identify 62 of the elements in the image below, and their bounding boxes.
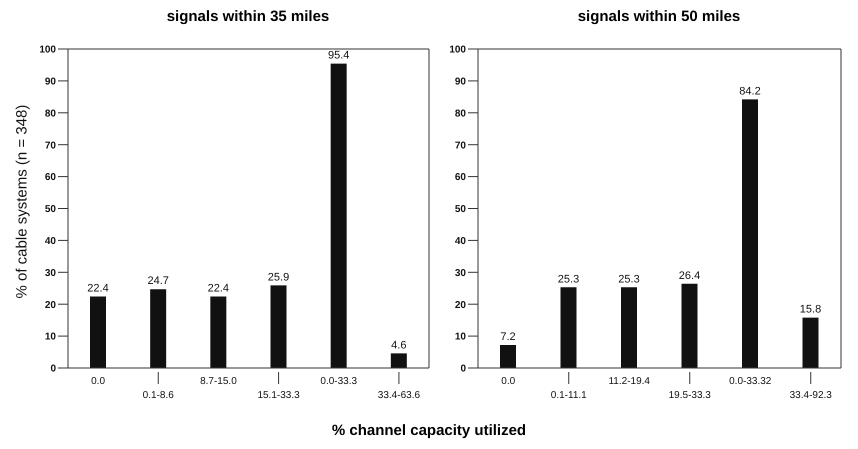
data-label: 15.8 [800, 304, 822, 316]
x-tick-label: 15.1-33.3 [257, 390, 300, 401]
chart-title: signals within 50 miles [576, 8, 742, 27]
bar [682, 284, 698, 368]
bar [500, 345, 516, 368]
y-tick-label: 50 [44, 204, 56, 216]
bar [390, 353, 407, 368]
x-tick-label: 11.2-19.4 [608, 376, 650, 387]
y-tick-label: 60 [44, 172, 56, 184]
bar [270, 285, 286, 368]
y-tick-label: 50 [454, 204, 466, 216]
bar [621, 287, 637, 368]
y-tick-label: 100 [39, 44, 56, 56]
y-tick-label: 0 [50, 364, 56, 375]
bar [802, 318, 818, 368]
y-axis-title: % of cable systems (n = 348) [13, 104, 30, 298]
x-tick-label: 0.0-33.32 [729, 376, 772, 387]
y-tick-label: 90 [44, 76, 56, 88]
data-label: 22.4 [208, 282, 230, 295]
y-tick-label: 80 [454, 108, 466, 120]
x-tick-label: 8.7-15.0 [200, 376, 238, 387]
bar [210, 296, 226, 368]
data-label: 24.7 [147, 275, 169, 288]
data-label: 22.4 [87, 282, 109, 295]
chart-title: signals within 35 miles [166, 8, 330, 27]
data-label: 25.3 [618, 273, 640, 286]
bar [150, 289, 166, 368]
data-label: 4.6 [391, 339, 406, 352]
y-tick-label: 90 [454, 76, 466, 88]
data-label: 84.2 [739, 85, 761, 98]
data-label: 95.4 [328, 50, 350, 62]
y-tick-label: 80 [44, 108, 56, 120]
bar [330, 64, 347, 368]
y-tick-label: 20 [454, 300, 466, 311]
y-tick-label: 70 [44, 140, 56, 152]
x-tick-label: 19.5-33.3 [668, 390, 712, 401]
y-tick-label: 10 [44, 332, 56, 343]
x-tick-label: 0.0 [91, 376, 106, 387]
x-tick-label: 0.0 [501, 376, 516, 387]
data-label: 26.4 [678, 270, 700, 282]
y-tick-label: 10 [454, 332, 466, 343]
y-tick-label: 100 [449, 44, 466, 56]
x-tick-label: 33.4-63.6 [378, 390, 420, 401]
y-tick-label: 40 [44, 236, 56, 247]
y-tick-label: 30 [454, 268, 466, 279]
y-tick-label: 0 [460, 364, 466, 375]
data-label: 25.9 [268, 271, 290, 284]
y-tick-label: 30 [44, 268, 56, 279]
data-label: 7.2 [500, 331, 516, 344]
x-tick-label: 0.0-33.3 [320, 376, 358, 387]
y-tick-label: 20 [44, 300, 56, 311]
x-tick-label: 33.4-92.3 [790, 390, 832, 401]
bar [742, 99, 758, 368]
x-tick-label: 0.1-11.1 [550, 390, 588, 401]
y-tick-label: 70 [454, 140, 466, 152]
y-tick-label: 60 [454, 172, 466, 184]
bar [560, 287, 576, 368]
x-axis-title: % channel capacity utilized [330, 422, 528, 439]
x-tick-label: 0.1-8.6 [142, 390, 174, 401]
y-tick-label: 40 [454, 236, 466, 247]
bar [90, 296, 106, 368]
data-label: 25.3 [558, 273, 580, 286]
